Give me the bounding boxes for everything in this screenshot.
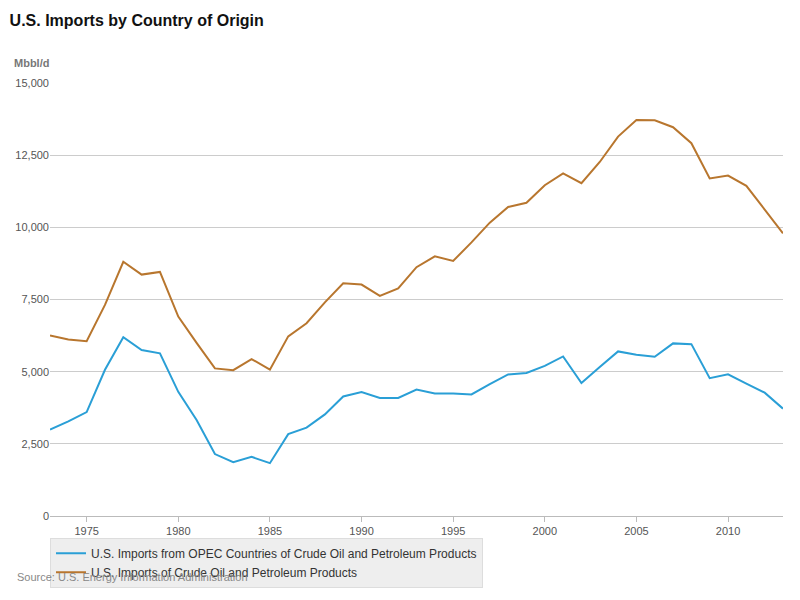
svg-text:U.S. Imports by Country of Ori: U.S. Imports by Country of Origin [10, 12, 264, 29]
svg-text:15,000: 15,000 [15, 77, 49, 89]
svg-text:7,500: 7,500 [21, 293, 49, 305]
svg-text:U.S. Imports of Crude Oil and: U.S. Imports of Crude Oil and Petroleum … [91, 566, 357, 580]
svg-text:1995: 1995 [441, 525, 465, 537]
svg-text:1975: 1975 [74, 525, 98, 537]
svg-text:0: 0 [43, 510, 49, 522]
svg-text:1990: 1990 [349, 525, 373, 537]
svg-text:2000: 2000 [533, 525, 557, 537]
svg-text:2005: 2005 [624, 525, 648, 537]
svg-text:2,500: 2,500 [21, 438, 49, 450]
svg-text:5,000: 5,000 [21, 366, 49, 378]
svg-text:1980: 1980 [166, 525, 190, 537]
svg-text:1985: 1985 [258, 525, 282, 537]
svg-text:Source: U.S. Energy Informatio: Source: U.S. Energy Information Administ… [17, 571, 248, 583]
svg-text:Mbbl/d: Mbbl/d [14, 57, 49, 69]
svg-text:2010: 2010 [716, 525, 740, 537]
svg-text:10,000: 10,000 [15, 221, 49, 233]
svg-text:12,500: 12,500 [15, 149, 49, 161]
svg-text:U.S. Imports from OPEC Countri: U.S. Imports from OPEC Countries of Crud… [91, 547, 476, 561]
